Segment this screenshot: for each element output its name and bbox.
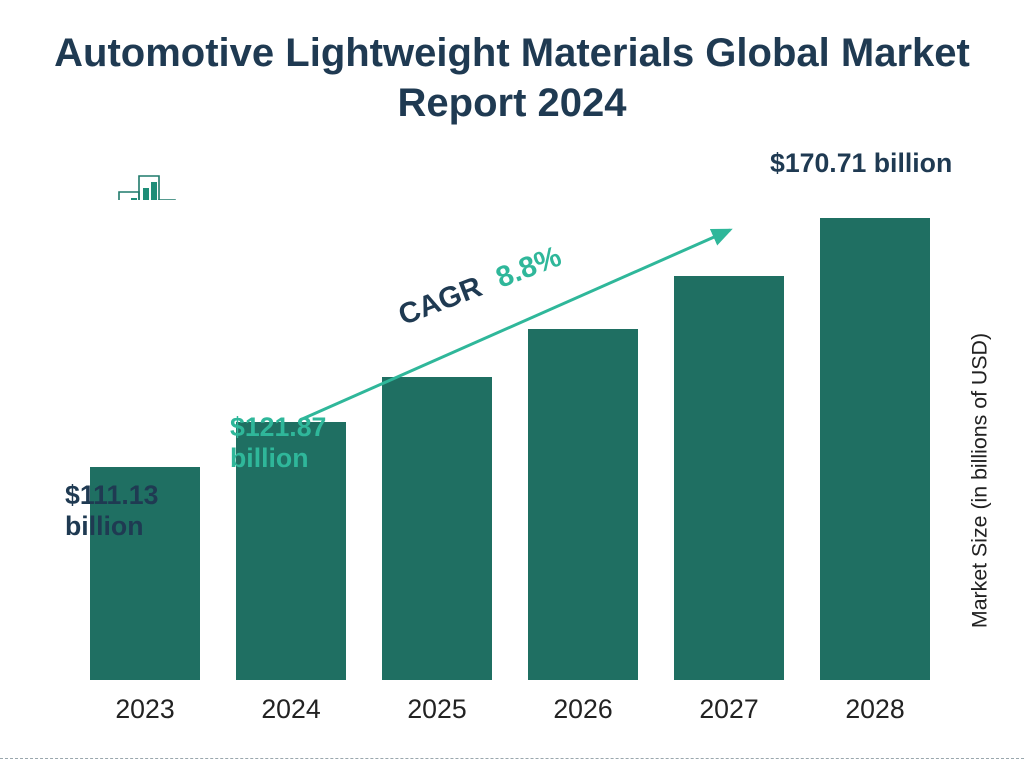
footer-divider bbox=[0, 758, 1024, 759]
growth-arrow-icon bbox=[0, 0, 1024, 768]
